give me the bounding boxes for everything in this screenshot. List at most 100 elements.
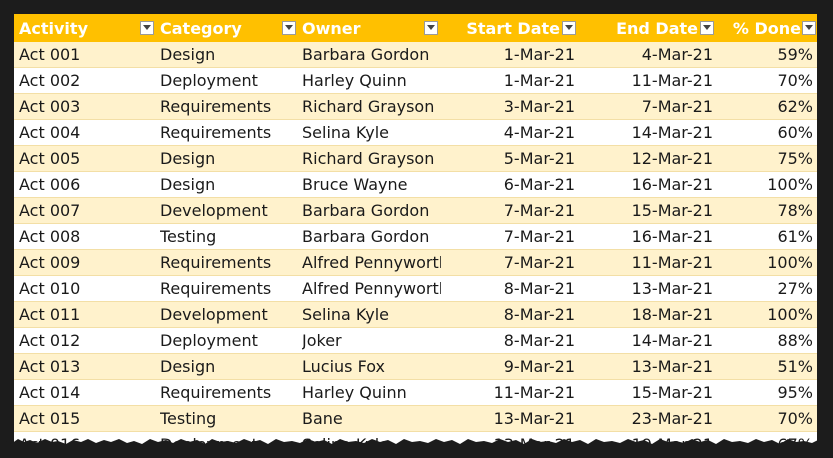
cell-percent-done[interactable]: 70% — [777, 409, 813, 428]
filter-dropdown-icon[interactable] — [700, 21, 714, 35]
cell-end-date[interactable]: 11-Mar-21 — [631, 71, 713, 90]
cell-start-date[interactable]: 1-Mar-21 — [503, 45, 575, 64]
cell-start-date[interactable]: 3-Mar-21 — [503, 97, 575, 116]
cell-owner[interactable]: Harley Quinn — [302, 71, 407, 90]
cell-percent-done[interactable]: 100% — [767, 253, 813, 272]
cell-activity[interactable]: Act 009 — [19, 253, 81, 272]
header-percent-done[interactable]: % Done — [732, 19, 801, 38]
cell-category[interactable]: Testing — [160, 409, 217, 428]
cell-percent-done[interactable]: 59% — [777, 45, 813, 64]
cell-category[interactable]: Design — [160, 175, 216, 194]
cell-owner[interactable]: Alfred Pennyworth — [302, 279, 441, 298]
cell-percent-done[interactable]: 61% — [777, 227, 813, 246]
cell-percent-done[interactable]: 51% — [777, 357, 813, 376]
cell-end-date[interactable]: 13-Mar-21 — [631, 357, 713, 376]
cell-end-date[interactable]: 14-Mar-21 — [631, 331, 713, 350]
cell-activity[interactable]: Act 015 — [19, 409, 81, 428]
cell-activity[interactable]: Act 001 — [19, 45, 81, 64]
filter-dropdown-icon[interactable] — [802, 21, 816, 35]
cell-activity[interactable]: Act 014 — [19, 383, 81, 402]
table-row[interactable]: Act 003 Requirements Richard Grayson 3-Mar-… — [14, 94, 817, 120]
cell-start-date[interactable]: 6-Mar-21 — [503, 175, 575, 194]
cell-owner[interactable]: Bane — [302, 409, 343, 428]
cell-category[interactable]: Development — [160, 201, 268, 220]
cell-end-date[interactable]: 16-Mar-21 — [631, 227, 713, 246]
cell-owner[interactable]: Selina Kyle — [302, 305, 390, 324]
header-activity[interactable]: Activity — [19, 19, 88, 38]
cell-category[interactable]: Requirements — [160, 383, 272, 402]
cell-end-date[interactable]: 16-Mar-21 — [631, 175, 713, 194]
cell-end-date[interactable]: 7-Mar-21 — [641, 97, 713, 116]
cell-end-date[interactable]: 18-Mar-21 — [631, 305, 713, 324]
cell-activity[interactable]: Act 011 — [19, 305, 81, 324]
cell-start-date[interactable]: 7-Mar-21 — [503, 201, 575, 220]
table-row[interactable]: Act 015 Testing Bane 13-Mar-21 23-Mar-21 70% — [14, 406, 817, 432]
table-row[interactable]: Act 001 Design Barbara Gordon 1-Mar-21 4-Mar… — [14, 42, 817, 68]
cell-category[interactable]: Development — [160, 305, 268, 324]
cell-owner[interactable]: Barbara Gordon — [302, 201, 430, 220]
cell-start-date[interactable]: 8-Mar-21 — [503, 331, 575, 350]
cell-percent-done[interactable]: 88% — [777, 331, 813, 350]
table-row[interactable]: Act 012 Deployment Joker 8-Mar-21 14-Mar-21 8… — [14, 328, 817, 354]
cell-end-date[interactable]: 15-Mar-21 — [631, 201, 713, 220]
cell-end-date[interactable]: 15-Mar-21 — [631, 383, 713, 402]
cell-category[interactable]: Requirements — [160, 123, 272, 142]
filter-dropdown-icon[interactable] — [424, 21, 438, 35]
cell-start-date[interactable]: 1-Mar-21 — [503, 71, 575, 90]
cell-start-date[interactable]: 4-Mar-21 — [503, 123, 575, 142]
cell-category[interactable]: Design — [160, 357, 216, 376]
cell-owner[interactable]: Lucius Fox — [302, 357, 385, 376]
header-owner[interactable]: Owner — [302, 19, 361, 38]
table-row[interactable]: Act 006 Design Bruce Wayne 6-Mar-21 16-Mar-2… — [14, 172, 817, 198]
cell-category[interactable]: Deployment — [160, 331, 258, 350]
cell-end-date[interactable]: 14-Mar-21 — [631, 123, 713, 142]
table-row[interactable]: Act 005 Design Richard Grayson 5-Mar-21 12-M… — [14, 146, 817, 172]
cell-owner[interactable]: Barbara Gordon — [302, 45, 430, 64]
cell-owner[interactable]: Joker — [302, 331, 342, 350]
cell-end-date[interactable]: 13-Mar-21 — [631, 279, 713, 298]
cell-end-date[interactable]: 23-Mar-21 — [631, 409, 713, 428]
cell-activity[interactable]: Act 010 — [19, 279, 81, 298]
cell-start-date[interactable]: 8-Mar-21 — [503, 279, 575, 298]
cell-start-date[interactable]: 8-Mar-21 — [503, 305, 575, 324]
table-row[interactable]: Act 009 Requirements Alfred Pennyworth 7-Ma… — [14, 250, 817, 276]
table-row[interactable]: Act 011 Development Selina Kyle 8-Mar-21 18-… — [14, 302, 817, 328]
table-row[interactable]: Act 013 Design Lucius Fox 9-Mar-21 13-Mar-21… — [14, 354, 817, 380]
cell-activity[interactable]: Act 005 — [19, 149, 81, 168]
cell-category[interactable]: Requirements — [160, 279, 272, 298]
header-start-date[interactable]: Start Date — [466, 19, 560, 38]
cell-start-date[interactable]: 7-Mar-21 — [503, 227, 575, 246]
table-row[interactable]: Act 014 Requirements Harley Quinn 11-Mar-21… — [14, 380, 817, 406]
cell-category[interactable]: Requirements — [160, 253, 272, 272]
cell-percent-done[interactable]: 27% — [777, 279, 813, 298]
cell-percent-done[interactable]: 100% — [767, 175, 813, 194]
cell-end-date[interactable]: 12-Mar-21 — [631, 149, 713, 168]
cell-category[interactable]: Requirements — [160, 97, 272, 116]
cell-activity[interactable]: Act 003 — [19, 97, 81, 116]
table-row[interactable]: Act 008 Testing Barbara Gordon 7-Mar-21 16-M… — [14, 224, 817, 250]
cell-end-date[interactable]: 4-Mar-21 — [641, 45, 713, 64]
cell-owner[interactable]: Harley Quinn — [302, 383, 407, 402]
cell-start-date[interactable]: 9-Mar-21 — [503, 357, 575, 376]
table-row[interactable]: Act 010 Requirements Alfred Pennyworth 8-Ma… — [14, 276, 817, 302]
cell-activity[interactable]: Act 006 — [19, 175, 81, 194]
cell-start-date[interactable]: 5-Mar-21 — [503, 149, 575, 168]
cell-category[interactable]: Design — [160, 45, 216, 64]
cell-percent-done[interactable]: 100% — [767, 305, 813, 324]
cell-category[interactable]: Design — [160, 149, 216, 168]
cell-owner[interactable]: Selina Kyle — [302, 123, 390, 142]
cell-percent-done[interactable]: 70% — [777, 71, 813, 90]
filter-dropdown-icon[interactable] — [282, 21, 296, 35]
cell-owner[interactable]: Alfred Pennyworth — [302, 253, 441, 272]
table-row[interactable]: Act 002 Deployment Harley Quinn 1-Mar-21 11-… — [14, 68, 817, 94]
cell-owner[interactable]: Bruce Wayne — [302, 175, 408, 194]
cell-percent-done[interactable]: 62% — [777, 97, 813, 116]
cell-percent-done[interactable]: 78% — [777, 201, 813, 220]
cell-activity[interactable]: Act 012 — [19, 331, 81, 350]
table-row[interactable]: Act 007 Development Barbara Gordon 7-Mar-21… — [14, 198, 817, 224]
cell-owner[interactable]: Richard Grayson — [302, 149, 435, 168]
cell-percent-done[interactable]: 60% — [777, 123, 813, 142]
filter-dropdown-icon[interactable] — [562, 21, 576, 35]
cell-activity[interactable]: Act 004 — [19, 123, 81, 142]
cell-activity[interactable]: Act 008 — [19, 227, 81, 246]
